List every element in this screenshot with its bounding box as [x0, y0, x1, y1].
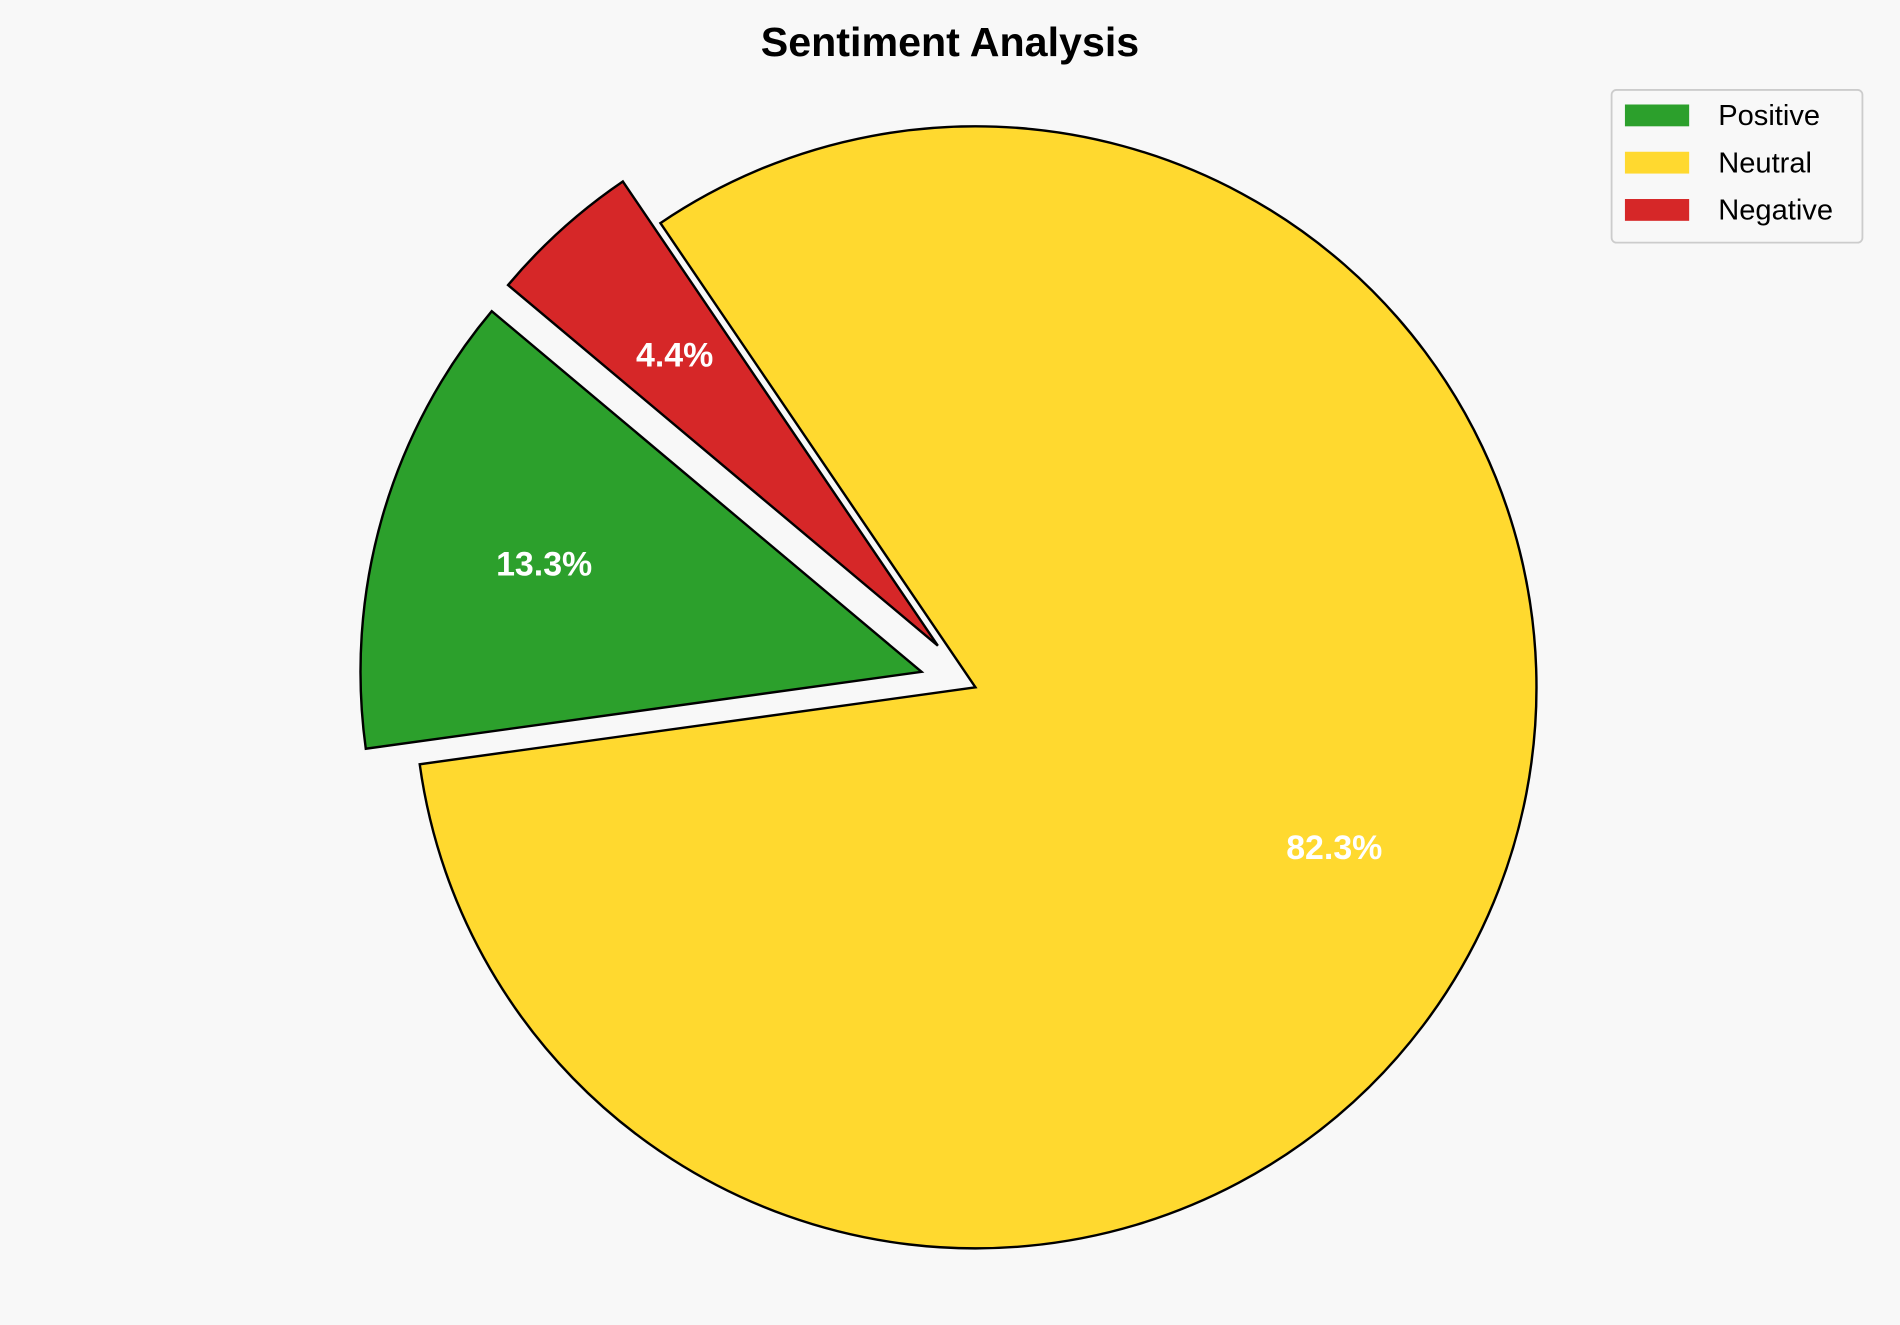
legend-label-neutral: Neutral	[1718, 147, 1812, 179]
legend-label-positive: Positive	[1718, 100, 1820, 132]
pie-slice-negative	[506, 179, 939, 647]
pie-slice-neutral	[418, 125, 1538, 1250]
pct-label-negative: 4.4%	[636, 336, 713, 374]
chart-title: Sentiment Analysis	[761, 19, 1139, 65]
pct-label-positive: 13.3%	[496, 545, 592, 583]
legend: Positive Neutral Negative	[1610, 89, 1864, 244]
legend-swatch-positive	[1624, 104, 1690, 127]
legend-swatch-neutral	[1624, 151, 1690, 174]
pie-slice-positive	[359, 309, 925, 751]
legend-swatch-negative	[1624, 199, 1690, 221]
legend-label-negative: Negative	[1718, 195, 1833, 227]
pct-label-neutral: 82.3%	[1286, 829, 1382, 867]
